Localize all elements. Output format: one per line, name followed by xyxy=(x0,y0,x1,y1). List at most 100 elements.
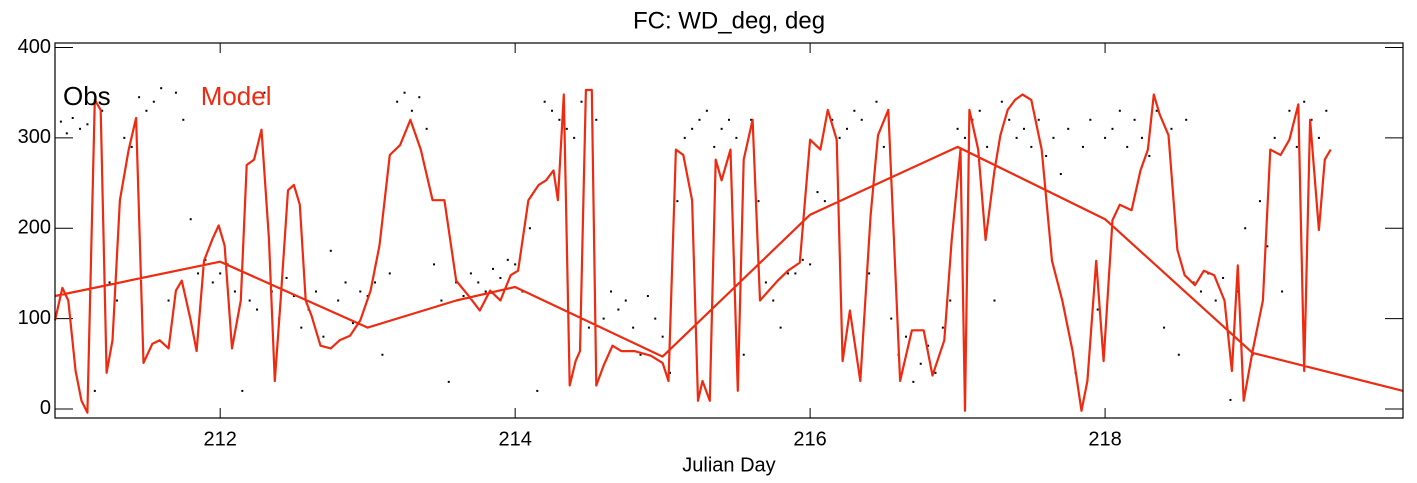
obs-point xyxy=(499,276,502,279)
obs-point xyxy=(750,118,753,121)
obs-point xyxy=(551,109,554,112)
obs-point xyxy=(1273,136,1276,139)
obs-point xyxy=(189,218,192,221)
obs-point xyxy=(868,272,871,275)
obs-point xyxy=(565,127,568,130)
obs-point xyxy=(492,267,495,270)
obs-point xyxy=(831,118,834,121)
obs-point xyxy=(1067,127,1070,130)
obs-point xyxy=(65,132,68,135)
obs-point xyxy=(418,96,421,99)
obs-point xyxy=(1222,276,1225,279)
obs-point xyxy=(639,353,642,356)
obs-point xyxy=(580,100,583,103)
obs-point xyxy=(469,272,472,275)
obs-point xyxy=(477,281,480,284)
obs-point xyxy=(816,191,819,194)
obs-point xyxy=(543,100,546,103)
obs-point xyxy=(462,295,465,298)
obs-point xyxy=(661,335,664,338)
obs-point xyxy=(86,123,89,126)
obs-point xyxy=(1030,145,1033,148)
obs-point xyxy=(963,136,966,139)
obs-point xyxy=(1236,290,1239,293)
obs-point xyxy=(573,136,576,139)
obs-point xyxy=(152,100,155,103)
obs-point xyxy=(669,371,672,374)
obs-point xyxy=(735,136,738,139)
obs-point xyxy=(433,263,436,266)
obs-point xyxy=(1295,145,1298,148)
obs-point xyxy=(1008,118,1011,121)
obs-point xyxy=(949,299,952,302)
obs-point xyxy=(646,295,649,298)
obs-point xyxy=(845,127,848,130)
obs-point xyxy=(1104,136,1107,139)
obs-point xyxy=(71,117,74,119)
obs-point xyxy=(956,127,959,130)
obs-point xyxy=(1303,100,1306,103)
y-tick-label: 300 xyxy=(18,126,51,148)
obs-point xyxy=(1096,308,1099,311)
obs-point xyxy=(860,118,863,121)
obs-point xyxy=(1148,154,1151,157)
obs-point xyxy=(484,290,487,293)
obs-point xyxy=(676,200,679,203)
obs-point xyxy=(1045,154,1048,157)
legend-entry: Obs xyxy=(63,81,111,111)
obs-point xyxy=(728,118,730,121)
model-line xyxy=(53,88,1404,414)
obs-point xyxy=(233,290,236,293)
obs-point xyxy=(1111,127,1114,130)
obs-point xyxy=(388,272,391,275)
x-tick-label: 212 xyxy=(203,428,236,450)
obs-point xyxy=(1163,326,1166,329)
obs-point xyxy=(1281,290,1284,293)
obs-point xyxy=(410,109,413,112)
obs-point xyxy=(101,109,104,112)
obs-point xyxy=(1140,136,1143,139)
obs-point xyxy=(1199,290,1202,293)
obs-point xyxy=(927,344,930,347)
obs-point xyxy=(1258,200,1261,203)
obs-point xyxy=(167,299,170,302)
obs-point xyxy=(381,353,384,356)
obs-point xyxy=(1133,118,1136,121)
obs-point xyxy=(506,258,509,261)
obs-point xyxy=(79,127,82,130)
obs-point xyxy=(632,326,635,329)
obs-point xyxy=(809,263,812,266)
obs-point xyxy=(292,295,295,298)
obs-point xyxy=(256,308,259,311)
obs-point xyxy=(174,91,177,94)
obs-point xyxy=(1310,118,1313,121)
obs-point xyxy=(1059,173,1062,176)
obs-point xyxy=(219,272,222,275)
obs-point xyxy=(1037,118,1040,121)
obs-point xyxy=(374,281,377,284)
obs-point xyxy=(853,109,856,112)
obs-point xyxy=(329,249,332,252)
obs-point xyxy=(1317,136,1320,139)
obs-point xyxy=(425,127,428,130)
obs-point xyxy=(359,290,362,293)
obs-point xyxy=(344,281,347,284)
obs-point xyxy=(528,227,531,230)
obs-point xyxy=(610,290,613,293)
obs-point xyxy=(1325,109,1328,112)
obs-point xyxy=(108,281,111,284)
y-tick-label: 200 xyxy=(18,217,51,239)
obs-point xyxy=(403,91,406,94)
obs-point xyxy=(587,326,590,329)
obs-point xyxy=(536,389,539,392)
obs-point xyxy=(1118,109,1121,112)
obs-point xyxy=(1229,398,1232,401)
obs-point xyxy=(440,299,443,302)
obs-point xyxy=(455,281,458,284)
plot-frame xyxy=(54,42,1404,419)
obs-point xyxy=(1000,100,1003,103)
obs-point xyxy=(838,136,841,139)
obs-point xyxy=(934,371,937,374)
x-tick-label: 216 xyxy=(793,428,826,450)
